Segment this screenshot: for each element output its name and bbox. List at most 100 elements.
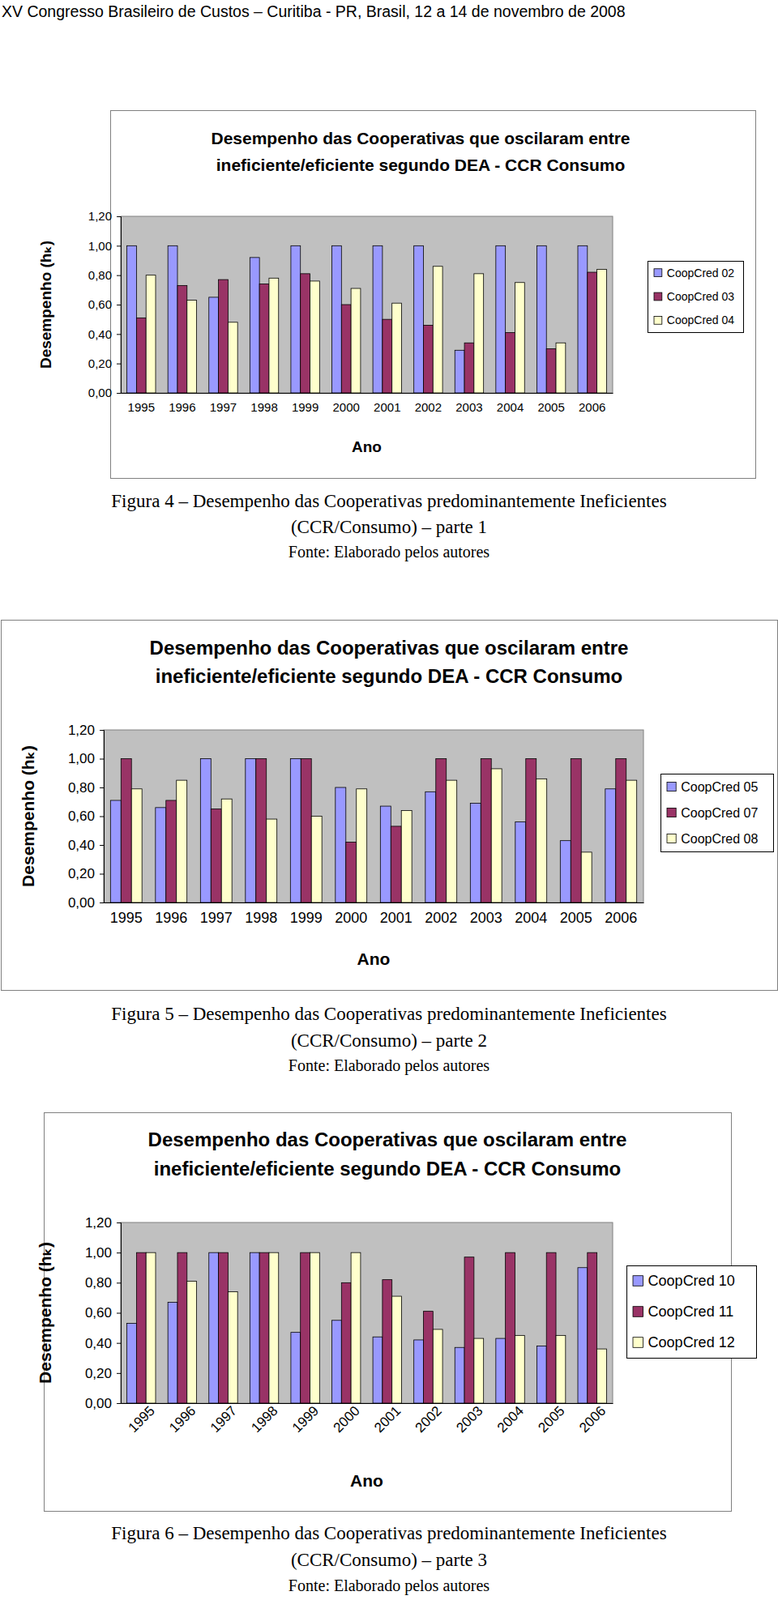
bar: [300, 273, 311, 394]
y-tick-mark: [116, 245, 121, 247]
y-axis-line: [116, 1223, 122, 1405]
bar: [177, 1252, 188, 1404]
x-tick-label: 1997: [200, 910, 233, 927]
chart-title: Desempenho das Cooperativas que oscilara…: [210, 128, 630, 148]
figure-caption: (CCR/Consumo) – parte 3: [290, 1550, 488, 1571]
y-tick-label: 1,00: [85, 1245, 112, 1262]
x-tick-label: 2001: [371, 1403, 404, 1437]
bar: [505, 333, 516, 394]
x-tick-label: 1999: [289, 1403, 322, 1437]
x-tick: 2006: [604, 902, 637, 927]
bar: [245, 759, 257, 904]
x-tick: 2002: [424, 902, 458, 927]
legend-swatch: [666, 782, 676, 791]
bar: [221, 799, 232, 903]
y-tick-label: 0,60: [88, 297, 112, 312]
legend-swatch: [666, 807, 676, 817]
bar: [145, 275, 156, 394]
y-tick: 0,40: [88, 327, 121, 342]
legend-label: CoopCred 11: [648, 1303, 735, 1321]
x-tick: 2000: [330, 1403, 364, 1437]
bar: [200, 759, 211, 904]
bar: [256, 759, 267, 904]
bar: [310, 281, 321, 394]
y-tick-mark: [116, 304, 121, 306]
y-tick-mark: [116, 1403, 121, 1405]
figure-caption: (CCR/Consumo) – parte 1: [290, 517, 488, 538]
x-tick-label: 2004: [514, 910, 548, 927]
legend-swatch: [654, 316, 663, 325]
bar: [577, 245, 588, 394]
y-axis-line: [99, 730, 105, 904]
bar: [166, 800, 177, 903]
bar: [249, 1252, 260, 1404]
y-tick: 0,20: [88, 356, 121, 371]
x-tick: 2004: [494, 1403, 527, 1437]
y-tick-mark: [99, 845, 104, 847]
bar: [432, 266, 443, 394]
chart: Desempenho das Cooperativas que oscilara…: [1, 620, 778, 992]
bar: [187, 300, 197, 394]
chart-title: ineficiente/eficiente segundo DEA - CCR …: [155, 665, 624, 688]
x-tick: 1995: [110, 902, 143, 927]
y-tick: 0,40: [85, 1336, 121, 1352]
bar: [209, 297, 219, 394]
bar: [187, 1281, 197, 1404]
bar: [127, 1324, 137, 1404]
bar: [491, 769, 502, 903]
legend-swatch: [632, 1307, 644, 1318]
chart-title: Desempenho das Cooperativas que oscilara…: [149, 636, 629, 659]
y-tick-mark: [99, 730, 104, 731]
y-tick: 0,60: [68, 808, 104, 825]
y-tick-mark: [99, 902, 104, 904]
y-tick: 1,20: [88, 209, 121, 223]
x-tick: 1999: [289, 1403, 322, 1437]
x-tick-label: 2006: [578, 400, 606, 415]
plot-area: [120, 216, 613, 394]
bar: [464, 342, 475, 394]
bar: [577, 1268, 588, 1404]
bar: [581, 852, 592, 903]
figure-caption: Figura 5 – Desempenho das Cooperativas p…: [111, 1004, 667, 1025]
y-tick: 0,20: [68, 866, 104, 882]
y-tick-label: 0,20: [68, 866, 95, 882]
bar: [454, 350, 465, 394]
x-tick: 1997: [200, 902, 233, 927]
y-tick-mark: [116, 1222, 121, 1224]
x-axis-line: [121, 393, 614, 394]
y-tick: 1,20: [68, 722, 104, 739]
bar: [536, 245, 547, 394]
caption-source: Fonte: Elaborado pelos autores: [288, 1577, 490, 1596]
y-tick-label: 1,00: [88, 239, 112, 253]
x-tick-label: 1998: [250, 400, 278, 415]
x-tick-label: 1999: [291, 400, 319, 415]
y-tick: 1,00: [88, 239, 121, 253]
x-tick: 1995: [125, 1403, 159, 1437]
y-tick-mark: [99, 759, 104, 761]
y-tick: 0,20: [85, 1366, 121, 1382]
x-tick: 1996: [166, 1403, 199, 1437]
x-tick: 2005: [537, 393, 565, 415]
bar: [300, 759, 312, 904]
x-tick: 2006: [576, 1403, 609, 1437]
y-tick: 0,00: [68, 895, 104, 911]
bar: [587, 272, 598, 394]
x-tick: 1999: [291, 393, 319, 415]
plot-area: [103, 730, 644, 903]
bar: [136, 317, 146, 394]
y-tick: 1,00: [85, 1245, 121, 1262]
x-tick: 1998: [244, 902, 278, 927]
legend-frame: [627, 1266, 757, 1360]
bar: [626, 780, 637, 903]
bar: [546, 1252, 556, 1404]
x-tick-label: 1997: [207, 1403, 240, 1437]
chart-frame: [111, 111, 757, 479]
y-tick-label: 0,80: [88, 268, 112, 283]
bar: [474, 273, 484, 394]
legend-label: CoopCred 08: [680, 832, 758, 847]
y-axis-line: [116, 217, 122, 394]
x-tick-label: 2004: [494, 1403, 527, 1437]
x-tick-label: 2005: [534, 1403, 568, 1437]
bar: [372, 1337, 383, 1404]
legend-label: CoopCred 03: [666, 290, 735, 304]
